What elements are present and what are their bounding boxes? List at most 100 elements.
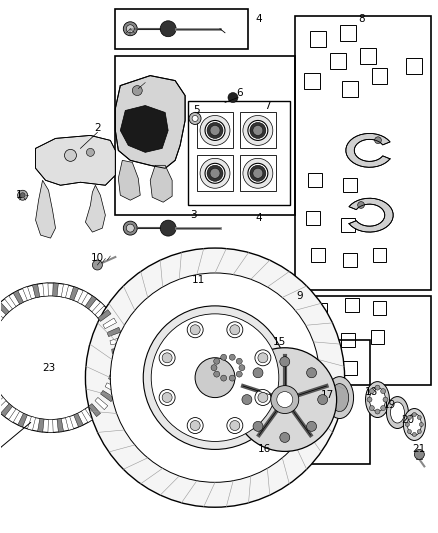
- Bar: [343, 178, 357, 192]
- Ellipse shape: [196, 382, 240, 417]
- Circle shape: [236, 371, 242, 377]
- Bar: [372, 301, 386, 315]
- Ellipse shape: [407, 414, 421, 435]
- Circle shape: [230, 421, 240, 431]
- Circle shape: [227, 417, 243, 433]
- Polygon shape: [9, 409, 20, 423]
- Circle shape: [207, 165, 223, 181]
- Ellipse shape: [370, 387, 385, 411]
- Polygon shape: [109, 375, 122, 383]
- Text: 5: 5: [193, 106, 199, 116]
- Circle shape: [255, 390, 271, 406]
- Polygon shape: [111, 366, 124, 373]
- Circle shape: [159, 390, 175, 406]
- Polygon shape: [112, 358, 125, 363]
- Circle shape: [160, 21, 176, 37]
- Bar: [190, 340, 370, 464]
- Circle shape: [230, 325, 240, 335]
- Polygon shape: [88, 403, 101, 417]
- Circle shape: [258, 353, 268, 363]
- Circle shape: [253, 125, 263, 135]
- Bar: [342, 80, 357, 96]
- Circle shape: [221, 375, 226, 381]
- Circle shape: [205, 120, 225, 140]
- Text: 23: 23: [42, 362, 55, 373]
- Text: 7: 7: [265, 101, 271, 110]
- Text: 6: 6: [237, 87, 243, 98]
- Polygon shape: [101, 391, 114, 402]
- Polygon shape: [112, 348, 125, 353]
- Circle shape: [64, 149, 77, 161]
- Bar: [341, 218, 355, 232]
- Polygon shape: [110, 337, 124, 345]
- Bar: [306, 211, 320, 225]
- Bar: [308, 331, 321, 345]
- Circle shape: [407, 415, 411, 419]
- Text: 16: 16: [258, 445, 272, 455]
- Bar: [341, 333, 355, 347]
- Text: 8: 8: [358, 14, 365, 24]
- Circle shape: [419, 423, 424, 426]
- Bar: [310, 31, 326, 47]
- Circle shape: [211, 365, 217, 370]
- Circle shape: [159, 350, 175, 366]
- Ellipse shape: [331, 384, 349, 411]
- Text: 20: 20: [401, 415, 414, 424]
- Circle shape: [253, 368, 263, 378]
- Text: 17: 17: [321, 390, 334, 400]
- Circle shape: [250, 123, 266, 139]
- Polygon shape: [85, 296, 96, 309]
- Bar: [311, 358, 325, 372]
- Circle shape: [367, 397, 372, 402]
- Text: 13: 13: [223, 350, 237, 360]
- Circle shape: [86, 148, 95, 156]
- Circle shape: [214, 371, 220, 377]
- Bar: [197, 112, 233, 148]
- Circle shape: [277, 392, 293, 408]
- Circle shape: [110, 273, 320, 482]
- Bar: [295, 296, 431, 385]
- Circle shape: [92, 260, 102, 270]
- Polygon shape: [13, 290, 24, 304]
- Text: 3: 3: [190, 210, 196, 220]
- Polygon shape: [78, 290, 88, 304]
- Text: 14: 14: [203, 379, 217, 390]
- Polygon shape: [115, 76, 185, 168]
- Circle shape: [228, 93, 238, 102]
- Polygon shape: [107, 327, 121, 336]
- Circle shape: [210, 125, 220, 135]
- Text: 10: 10: [91, 253, 104, 263]
- Polygon shape: [4, 296, 16, 309]
- Polygon shape: [92, 302, 104, 315]
- Circle shape: [160, 220, 176, 236]
- Ellipse shape: [214, 357, 242, 378]
- Circle shape: [190, 421, 200, 431]
- Polygon shape: [53, 283, 58, 296]
- Polygon shape: [0, 302, 9, 315]
- Bar: [188, 101, 290, 205]
- Polygon shape: [0, 310, 3, 321]
- Circle shape: [280, 432, 290, 442]
- Circle shape: [253, 168, 263, 178]
- Bar: [343, 361, 357, 375]
- Circle shape: [375, 409, 380, 414]
- Circle shape: [239, 365, 245, 370]
- Circle shape: [227, 322, 243, 338]
- Circle shape: [383, 397, 388, 402]
- Polygon shape: [150, 165, 172, 202]
- Circle shape: [417, 415, 421, 419]
- Bar: [197, 155, 233, 191]
- Circle shape: [126, 224, 134, 232]
- Circle shape: [248, 163, 268, 183]
- Bar: [240, 112, 276, 148]
- Text: 1: 1: [15, 190, 22, 200]
- Text: 18: 18: [365, 386, 378, 397]
- Circle shape: [132, 86, 142, 95]
- Polygon shape: [120, 106, 168, 152]
- Circle shape: [162, 353, 172, 363]
- Circle shape: [207, 123, 223, 139]
- Polygon shape: [105, 383, 119, 393]
- Polygon shape: [43, 283, 48, 296]
- Bar: [115, 55, 295, 215]
- Text: 2: 2: [94, 124, 101, 133]
